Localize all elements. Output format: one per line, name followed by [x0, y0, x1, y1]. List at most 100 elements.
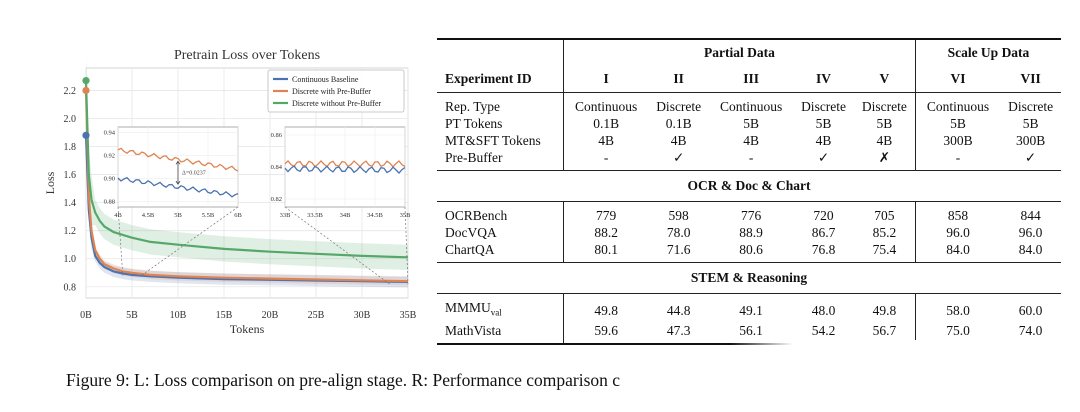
config-value: ✓	[673, 150, 685, 165]
benchmark-name: MathVista	[445, 322, 502, 338]
inset-series-line	[117, 176, 239, 198]
inset-connector	[404, 206, 409, 284]
config-value: 300B	[914, 132, 1001, 149]
table-row: MMMUval 49.8 44.8 49.1 48.0 49.8 58.0 60.0	[437, 293, 1061, 322]
score-value: 60.0	[1018, 302, 1043, 318]
score-value: 80.6	[739, 242, 763, 257]
benchmark-label: MathVista	[437, 321, 564, 345]
benchmark-name: MMMU	[445, 300, 491, 315]
config-value: Discrete	[656, 99, 702, 114]
score-value: 96.0	[1018, 225, 1043, 240]
row-label: MT&SFT Tokens	[445, 133, 541, 148]
config-value: 5B	[1022, 116, 1039, 131]
score-value: 49.8	[563, 293, 649, 322]
score-value: 71.6	[666, 242, 691, 257]
score-value: 58.0	[914, 293, 1001, 322]
series-line	[84, 80, 409, 259]
y-axis-label: Loss	[43, 171, 57, 194]
delta-annotation: Δ=0.0237	[182, 171, 206, 177]
table-row: MathVista 59.6 47.3 56.1 54.2 56.7 75.0 74.0	[437, 321, 1061, 345]
benchmark-name: DocVQA	[445, 225, 497, 240]
inset-x-tick: 5.5B	[202, 212, 215, 219]
delta-arrowhead	[175, 180, 181, 185]
row-label: PT Tokens	[445, 116, 503, 131]
score-value: 80.1	[563, 241, 649, 263]
inset-connector	[117, 206, 124, 276]
inset-series-line	[284, 159, 406, 168]
y-tick-label: 1.0	[64, 254, 77, 265]
benchmark-label: DocVQA	[437, 224, 564, 241]
table-row: STEM & Reasoning	[437, 262, 1061, 294]
y-tick-label: 2.0	[64, 114, 77, 125]
table-row: MT&SFT Tokens 4B 4B 4B 4B 4B 300B 300B	[437, 132, 1061, 149]
score-value: 88.9	[739, 225, 763, 240]
benchmark-subscript: val	[490, 307, 502, 318]
inset-x-tick: 6B	[234, 212, 242, 219]
y-tick-label: 1.8	[64, 142, 77, 153]
score-value: 598	[668, 208, 689, 223]
config-value: 4B	[670, 133, 687, 148]
inset-x-tick: 33B	[280, 212, 292, 219]
delta-arrowhead	[175, 160, 181, 165]
config-value: ✓	[1024, 150, 1037, 165]
score-value: 48.0	[811, 302, 836, 318]
inset-series-line	[284, 164, 406, 174]
benchmark-label: ChartQA	[437, 241, 564, 263]
score-value: 47.3	[648, 321, 710, 345]
y-tick-label: 1.4	[64, 198, 77, 209]
header-empty	[437, 38, 564, 66]
score-value: 776	[740, 208, 762, 223]
inset-x-tick: 5B	[174, 212, 182, 219]
inset-y-tick: 0.88	[104, 198, 115, 205]
inset-y-tick: 0.84	[271, 164, 283, 171]
table-row: Rep. Type Continuous Discrete Continuous Dis…	[437, 92, 1061, 115]
score-value: 86.7	[811, 225, 836, 240]
legend-box	[267, 69, 405, 113]
inset-connector	[284, 206, 390, 285]
inset-y-tick: 0.86	[271, 132, 283, 139]
inset-x-tick: 34.5B	[367, 212, 383, 219]
config-value: Continuous	[914, 92, 1001, 115]
inset-x-tick: 35B	[400, 212, 412, 219]
config-value: 4B	[563, 132, 649, 149]
config-value: -	[914, 149, 1001, 171]
table-row: PT Tokens 0.1B 0.1B 5B 5B 5B 5B 5B	[437, 115, 1061, 132]
y-tick-label: 1.2	[64, 226, 77, 237]
config-value: Discrete	[801, 99, 847, 114]
results-table: Partial Data Scale Up Data Experiment ID I I…	[437, 38, 1061, 345]
fade-overlay	[730, 340, 1080, 412]
x-tick-label: 30B	[354, 310, 371, 321]
score-value: 75.4	[872, 242, 897, 257]
row-label: Rep. Type	[445, 99, 501, 114]
score-value: 85.2	[872, 225, 897, 240]
legend-label: Continuous Baseline	[292, 75, 359, 84]
legend-label: Discrete with Pre-Buffer	[292, 87, 371, 96]
config-value: 4B	[743, 133, 759, 148]
x-tick-label: 25B	[308, 310, 325, 321]
zoom-inset: 4B 4.5B 5B 5.5B 6B 0.94 0.92 0.90 0.88 Δ=0.0237	[104, 126, 242, 276]
config-value: 5B	[815, 116, 832, 131]
config-value: 5B	[876, 116, 893, 131]
benchmark-name: OCRBench	[445, 208, 508, 223]
score-value: 56.7	[853, 321, 916, 345]
config-value: 4B	[876, 133, 893, 148]
score-value: 44.8	[666, 302, 691, 318]
section-header: OCR & Doc & Chart	[437, 170, 1061, 202]
score-value: 844	[1020, 208, 1041, 223]
x-tick-label: 10B	[170, 310, 187, 321]
inset-x-tick: 4B	[114, 212, 122, 219]
score-value: 84.0	[914, 241, 1001, 263]
score-value: 59.6	[563, 321, 649, 345]
experiment-id-header: Experiment ID	[437, 66, 564, 93]
benchmark-label: MMMUval	[437, 294, 564, 322]
series-noise-band	[86, 55, 408, 271]
inset-y-tick: 0.94	[104, 130, 116, 137]
row-label: Pre-Buffer	[445, 150, 503, 165]
x-tick-label: 35B	[400, 310, 417, 321]
series-start-point	[82, 86, 90, 95]
experiment-id: II	[648, 66, 710, 93]
inset-x-tick: 33.5B	[307, 212, 323, 219]
experiment-id: IV	[793, 66, 854, 93]
score-value: 705	[874, 208, 895, 223]
config-value: Discrete	[861, 99, 907, 114]
